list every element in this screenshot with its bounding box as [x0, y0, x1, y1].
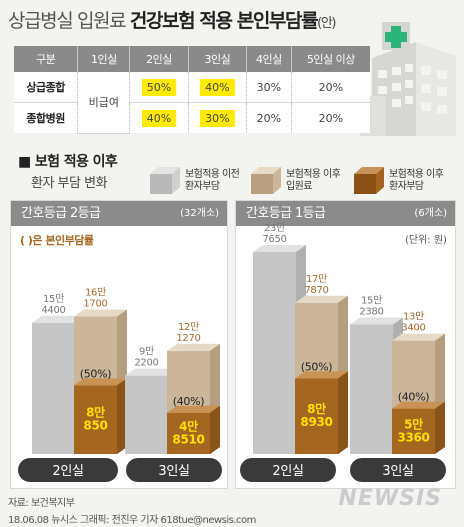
- value-label-fee: 17만 7870: [304, 273, 328, 296]
- hospital-building-icon: [360, 22, 456, 136]
- highlighted-rate: 40%: [141, 109, 177, 127]
- panel-count: (6개소): [414, 208, 447, 219]
- credit-note: 18.06.08 뉴시스 그래픽: 전진우 기자 618tue@newsis.c…: [8, 515, 256, 526]
- copay-rate-table: 구분 1인실 2인실 3인실 4인실 5인실 이상 상급종합 비급여 50% 4…: [14, 46, 370, 134]
- unit-label: (단위: 원): [405, 235, 447, 246]
- bar-copay-side: [338, 371, 348, 454]
- category-pill: [126, 458, 222, 482]
- rate-label: (40%): [398, 391, 430, 404]
- table-cell: 상급종합: [14, 72, 78, 103]
- table-header: 3인실: [187, 46, 247, 72]
- bar-before-top: [350, 317, 403, 325]
- legend-item: 보험적용 이후 입원료: [286, 169, 341, 192]
- bar-copay: [167, 405, 220, 454]
- bar-before-top: [32, 315, 85, 323]
- bar-copay-top: [74, 378, 127, 386]
- panel-count: (32개소): [180, 208, 219, 219]
- bar-fee-top: [167, 343, 220, 351]
- legend-title: ■ 보험 적용 이후: [18, 154, 118, 170]
- table-header-row: 구분 1인실 2인실 3인실 4인실 5인실 이상: [14, 46, 370, 72]
- table-header: 5인실 이상: [290, 46, 370, 72]
- table-cell: 20%: [290, 102, 370, 133]
- page-title: 상급병실 입원료 건강보험 적용 본인부담률(안): [8, 10, 336, 32]
- legend-item: 보험적용 이전 환자부담: [185, 169, 240, 192]
- bar-copay-front: [392, 408, 435, 454]
- value-label-fee: 12만 1270: [176, 321, 200, 344]
- table-cell: 30%: [246, 72, 292, 103]
- bar-copay-front: [167, 412, 210, 454]
- table-cell: 20%: [290, 72, 370, 103]
- table-header: 1인실: [77, 46, 130, 72]
- category-label: 3인실: [382, 464, 413, 479]
- value-label-copay: 4만 8510: [172, 418, 204, 446]
- panel-header: 간호등급 1등급 (6개소): [236, 201, 455, 226]
- highlighted-rate: 40%: [200, 78, 235, 96]
- table-cell: 비급여: [77, 72, 130, 134]
- rate-label: (50%): [80, 367, 112, 380]
- legend-subtitle: 환자 부담 변화: [31, 176, 108, 191]
- table-header: 4인실: [246, 46, 292, 72]
- value-label-copay: 8만 850: [83, 405, 107, 433]
- value-label-copay: 5만 3360: [397, 416, 429, 444]
- value-label-before: 15만 2380: [359, 294, 383, 317]
- panel-title: 간호등급 2등급: [21, 206, 101, 221]
- newsis-logo: NEWSIS: [338, 486, 442, 511]
- highlighted-rate: 50%: [141, 78, 177, 96]
- legend-box-fee-icon: [251, 167, 281, 194]
- bar-copay-front: [295, 378, 338, 454]
- panel-header: 간호등급 2등급 (32개소): [11, 201, 227, 226]
- bar-before-front: [253, 251, 296, 454]
- bar-copay: [295, 371, 348, 454]
- table-cell: 50%: [129, 72, 189, 103]
- bar-before-top: [125, 368, 178, 376]
- bar-copay-front: [74, 385, 117, 454]
- category-pill: [18, 458, 118, 482]
- table-cell: 20%: [246, 102, 292, 133]
- panel-title: 간호등급 1등급: [246, 206, 326, 221]
- table-header: 2인실: [129, 46, 189, 72]
- bar-copay: [392, 401, 445, 454]
- table-row: 종합병원 40% 30% 20% 20%: [14, 102, 370, 133]
- value-label-before: 9만 2200: [134, 346, 158, 369]
- bar-before-front: [32, 322, 75, 454]
- value-label-copay: 8만 8930: [300, 401, 332, 429]
- bar-copay-top: [392, 401, 445, 409]
- legend-box-before-icon: [150, 167, 180, 194]
- bar-fee-top: [295, 295, 348, 303]
- bar-copay-side: [117, 378, 127, 454]
- category-label: 2인실: [52, 464, 83, 479]
- source-note: 자료: 보건복지부: [8, 498, 75, 509]
- bar-before-front: [125, 375, 168, 454]
- value-label-before: 15만 4400: [41, 293, 65, 316]
- rate-label: (40%): [173, 395, 205, 408]
- bar-copay-side: [435, 401, 445, 454]
- table-header: 구분: [14, 46, 78, 72]
- legend-item: 보험적용 이후 환자부담: [389, 169, 444, 192]
- bar-copay-top: [295, 371, 348, 379]
- rate-label: (50%): [301, 360, 333, 373]
- bar-fee-top: [392, 333, 445, 341]
- category-label: 2인실: [272, 464, 303, 479]
- value-label-fee: 16만 1700: [83, 287, 107, 310]
- chart-note: ( )은 본인부담률: [20, 234, 94, 247]
- table-cell: 40%: [187, 72, 247, 103]
- category-pill: [240, 458, 336, 482]
- category-pill: [350, 458, 446, 482]
- bar-before-front: [350, 324, 393, 454]
- bar-fee-top: [74, 309, 127, 317]
- category-label: 3인실: [158, 464, 189, 479]
- bar-copay-top: [167, 405, 220, 413]
- table-cell: 40%: [129, 102, 189, 133]
- highlighted-rate: 30%: [200, 109, 235, 127]
- bar-copay-side: [210, 405, 220, 454]
- value-label-fee: 13만 3400: [401, 311, 425, 334]
- bar-before-top: [253, 244, 306, 252]
- value-label-before: 23만 7650: [262, 222, 286, 245]
- legend-box-copay-icon: [354, 167, 384, 194]
- table-row: 상급종합 비급여 50% 40% 30% 20%: [14, 72, 370, 134]
- table-cell: 30%: [187, 102, 247, 133]
- table-cell: 종합병원: [14, 102, 78, 133]
- bar-copay: [74, 378, 127, 454]
